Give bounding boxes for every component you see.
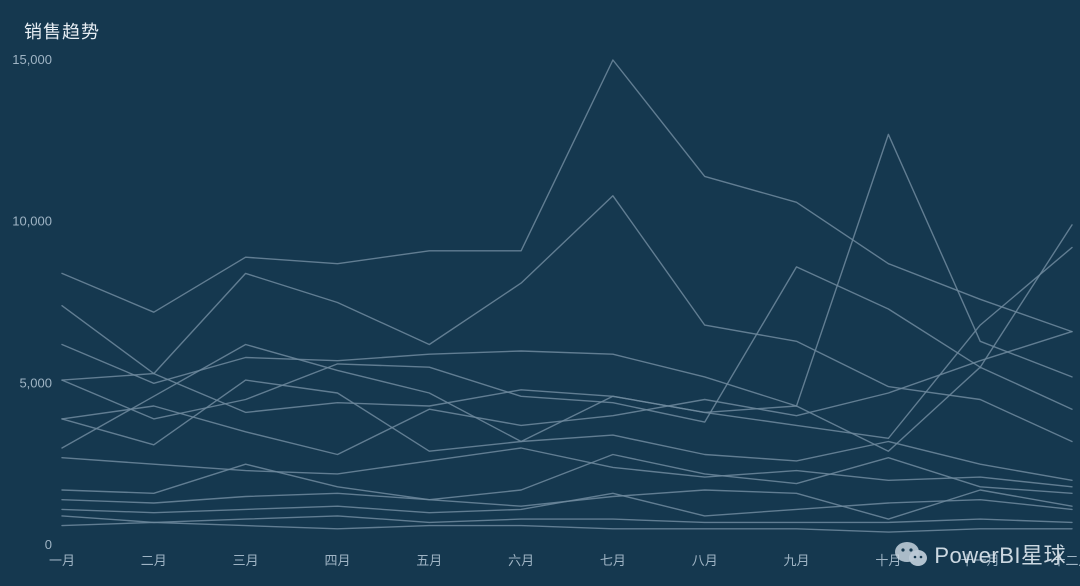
y-axis-tick-label: 15,000 [12, 52, 52, 67]
x-axis-tick-label: 二月 [141, 553, 167, 568]
wechat-icon [894, 540, 928, 568]
watermark-text: PowerBI星球 [934, 538, 1066, 570]
x-axis-tick-label: 八月 [692, 553, 718, 568]
watermark: PowerBI星球 [894, 538, 1066, 570]
series-line [62, 196, 1072, 442]
series-line [62, 60, 1072, 332]
x-axis-tick-label: 六月 [508, 553, 534, 568]
x-axis-tick-label: 四月 [324, 553, 350, 568]
x-axis-tick-label: 五月 [416, 553, 442, 568]
x-axis-tick-label: 三月 [233, 553, 259, 568]
series-line [62, 455, 1072, 500]
series-line [62, 516, 1072, 523]
series-line [62, 134, 1072, 406]
series-line [62, 490, 1072, 519]
y-axis-tick-label: 0 [45, 537, 52, 552]
x-axis-tick-label: 一月 [49, 553, 75, 568]
x-axis-tick-label: 七月 [600, 553, 626, 568]
y-axis-tick-label: 10,000 [12, 214, 52, 229]
series-line [62, 493, 1072, 516]
sales-trend-chart: 05,00010,00015,000 一月二月三月四月五月六月七月八月九月十月十… [0, 0, 1080, 586]
series-line [62, 522, 1072, 532]
x-axis-tick-label: 九月 [784, 553, 810, 568]
series-line [62, 345, 1072, 481]
y-axis-tick-label: 5,000 [19, 375, 52, 390]
